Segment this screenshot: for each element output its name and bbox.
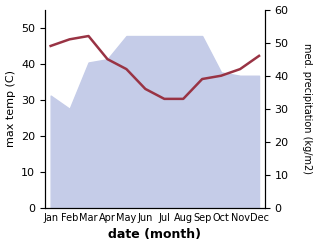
Y-axis label: max temp (C): max temp (C) bbox=[5, 70, 16, 147]
X-axis label: date (month): date (month) bbox=[108, 228, 201, 242]
Y-axis label: med. precipitation (kg/m2): med. precipitation (kg/m2) bbox=[302, 43, 313, 174]
